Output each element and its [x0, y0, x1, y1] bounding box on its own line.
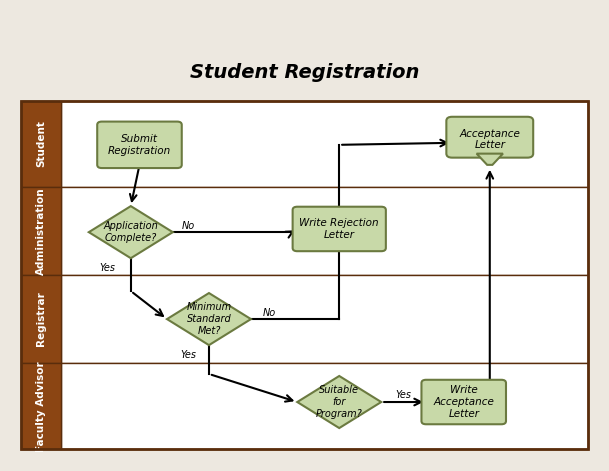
Bar [62, 363, 588, 449]
FancyBboxPatch shape [446, 117, 533, 158]
Text: Yes: Yes [181, 350, 197, 360]
Text: Faculty Advisor: Faculty Advisor [36, 361, 46, 452]
Polygon shape [167, 293, 251, 345]
Bar [21, 101, 62, 187]
Text: Registrar: Registrar [36, 292, 46, 347]
Polygon shape [89, 206, 173, 258]
Text: Application
Complete?: Application Complete? [104, 221, 158, 243]
Text: Write Rejection
Letter: Write Rejection Letter [300, 218, 379, 240]
Text: Student Registration: Student Registration [190, 63, 419, 82]
Text: Acceptance
Letter: Acceptance Letter [459, 129, 520, 150]
Text: No: No [181, 221, 195, 231]
Polygon shape [297, 376, 381, 428]
Text: Suitable
for
Program?: Suitable for Program? [316, 385, 362, 419]
FancyBboxPatch shape [97, 122, 181, 168]
FancyBboxPatch shape [293, 207, 386, 251]
FancyBboxPatch shape [421, 380, 506, 424]
Text: Minimum
Standard
Met?: Minimum Standard Met? [186, 302, 231, 336]
Text: Write
Acceptance
Letter: Write Acceptance Letter [433, 385, 494, 419]
Bar [21, 101, 588, 449]
Polygon shape [477, 154, 503, 165]
Text: Yes: Yes [100, 263, 116, 273]
Text: No: No [262, 308, 276, 318]
Bar [21, 275, 62, 363]
Text: Submit
Registration: Submit Registration [108, 134, 171, 155]
Bar [62, 187, 588, 275]
Bar [62, 275, 588, 363]
Text: Yes: Yes [396, 390, 412, 400]
Text: Student: Student [36, 121, 46, 167]
Bar [21, 187, 62, 275]
Bar [62, 101, 588, 187]
Text: Administration: Administration [36, 187, 46, 275]
Bar [21, 363, 62, 449]
